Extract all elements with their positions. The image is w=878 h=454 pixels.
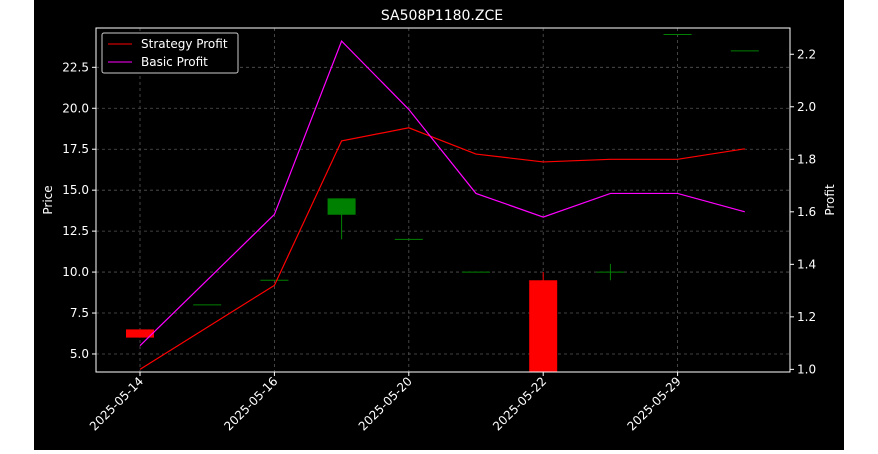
x-tick-label: 2025-05-29 bbox=[625, 374, 684, 433]
right-tick-label: 1.8 bbox=[797, 152, 816, 166]
legend-box bbox=[101, 32, 239, 74]
right-tick-label: 1.4 bbox=[797, 257, 816, 271]
chart-title: SA508P1180.ZCE bbox=[381, 8, 503, 24]
left-tick-label: 15.0 bbox=[62, 183, 89, 197]
right-tick-label: 1.2 bbox=[797, 310, 816, 324]
candles bbox=[126, 34, 759, 372]
right-axis-label: Profit bbox=[823, 184, 837, 216]
right-axis-ticks: 1.0 1.2 1.4 1.6 1.8 2.0 2.2 bbox=[790, 47, 816, 376]
series-line-basic-profit bbox=[139, 40, 745, 347]
candle-body bbox=[327, 198, 356, 215]
x-tick-label: 2025-05-20 bbox=[356, 374, 415, 433]
series-line-strategy-profit bbox=[139, 127, 745, 370]
chart-svg: SA508P1180.ZCE 5.0 7.5 10.0 12.5 15.0 17.5 20.… bbox=[41, 8, 837, 433]
plot-area-frame bbox=[95, 27, 791, 373]
chart-figure: SA508P1180.ZCE 5.0 7.5 10.0 12.5 15.0 17.5 20.… bbox=[34, 0, 844, 450]
left-tick-label: 5.0 bbox=[70, 347, 89, 361]
grid-lines bbox=[96, 28, 790, 372]
left-tick-label: 10.0 bbox=[62, 265, 89, 279]
candle-body bbox=[126, 329, 154, 338]
legend: Strategy Profit Basic Profit bbox=[101, 32, 239, 74]
legend-label-basic-profit: Basic Profit bbox=[141, 55, 208, 69]
right-tick-label: 2.0 bbox=[797, 100, 816, 114]
right-tick-label: 1.0 bbox=[797, 362, 816, 376]
left-tick-label: 20.0 bbox=[62, 101, 89, 115]
left-tick-label: 7.5 bbox=[70, 306, 89, 320]
left-tick-label: 12.5 bbox=[62, 224, 89, 238]
legend-label-strategy-profit: Strategy Profit bbox=[141, 37, 228, 51]
x-axis-ticks: 2025-05-14 2025-05-16 2025-05-20 2025-05-22… bbox=[87, 372, 684, 433]
right-tick-label: 2.2 bbox=[797, 47, 816, 61]
right-tick-label: 1.6 bbox=[797, 205, 816, 219]
profit-lines bbox=[139, 40, 745, 370]
left-tick-label: 22.5 bbox=[62, 60, 89, 74]
candle-body bbox=[529, 280, 558, 372]
x-tick-label: 2025-05-14 bbox=[87, 374, 146, 433]
x-tick-label: 2025-05-22 bbox=[490, 374, 549, 433]
left-axis-ticks: 5.0 7.5 10.0 12.5 15.0 17.5 20.0 22.5 bbox=[62, 60, 96, 361]
left-axis-label: Price bbox=[41, 185, 55, 214]
left-tick-label: 17.5 bbox=[62, 142, 89, 156]
x-tick-label: 2025-05-16 bbox=[221, 374, 280, 433]
